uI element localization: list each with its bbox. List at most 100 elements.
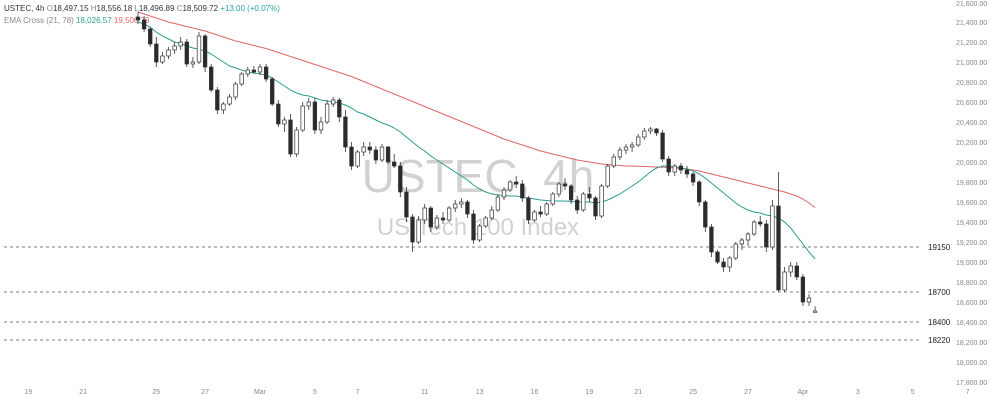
candle	[758, 216, 763, 227]
candle-body-down	[587, 193, 592, 199]
time-axis[interactable]: 19 21 25 27 Mar 5 7 11 13 16 19 21 25 27 Apr 3 5 7	[24, 389, 969, 396]
candle	[495, 194, 501, 212]
open-label: O	[46, 4, 53, 13]
candle-body-up	[300, 105, 305, 131]
candle-body-up	[751, 221, 757, 235]
candle	[623, 144, 629, 154]
close-label: C	[176, 4, 183, 13]
candle	[764, 220, 769, 252]
x-tick-label: 16	[531, 389, 539, 396]
price-axis[interactable]: 21,400.00 21,200.00 21,000.00 20,800.00 20,6…	[956, 1, 987, 387]
candle-body-down	[392, 161, 397, 167]
candle	[678, 163, 684, 174]
candle-body-down	[715, 251, 720, 263]
y-tick-label: 17,800.00	[956, 380, 987, 387]
candle	[544, 202, 549, 216]
candle-body-down	[373, 149, 379, 161]
candle	[148, 27, 153, 47]
candle	[507, 180, 513, 192]
candle-body-up	[739, 239, 745, 245]
candle-body-up	[544, 203, 549, 215]
candle	[538, 206, 543, 217]
x-tick-label: 27	[744, 389, 752, 396]
level-label-18400: 18400	[928, 318, 951, 327]
candle-body-down	[215, 89, 220, 111]
candle	[776, 172, 781, 292]
candle-body-up	[324, 103, 330, 123]
candle	[465, 200, 470, 218]
candle	[245, 67, 250, 77]
low-label: L	[134, 4, 139, 13]
candle	[422, 204, 427, 224]
candle-body-down	[148, 28, 153, 45]
candle-body-down	[678, 165, 684, 171]
candle	[501, 187, 507, 200]
candle-body-up	[190, 61, 196, 65]
candle-body-down	[410, 216, 415, 243]
y-tick-label: 21,200.00	[956, 40, 987, 47]
candle-body-down	[270, 78, 275, 105]
candle-body-down	[404, 191, 409, 218]
y-tick-label: 19,600.00	[956, 200, 987, 207]
candle-body-down	[349, 146, 354, 167]
candle	[166, 47, 171, 59]
candle-body-up	[495, 196, 501, 211]
candle	[782, 267, 787, 292]
y-tick-label: 20,200.00	[956, 140, 987, 147]
candle-body-up	[806, 297, 812, 303]
candle	[812, 306, 818, 313]
candle	[251, 66, 257, 74]
candle-body-up	[239, 73, 244, 85]
candle	[477, 224, 482, 242]
candle-body-down	[367, 146, 372, 151]
close-value: 18,509.72	[182, 4, 219, 13]
candle-body-down	[703, 201, 708, 228]
x-tick-label: 7	[356, 389, 360, 396]
y-tick-label: 18,800.00	[956, 280, 987, 287]
candle	[373, 146, 379, 164]
candle	[306, 98, 311, 110]
candle-body-down	[690, 173, 696, 183]
candle	[196, 32, 202, 64]
high-value: 18,556.18	[96, 4, 133, 13]
candle-body-up	[782, 271, 787, 291]
candle	[178, 37, 183, 50]
candle	[154, 37, 159, 67]
candle-body-up	[507, 181, 513, 191]
candle	[270, 77, 275, 106]
candle	[446, 206, 452, 222]
candle-body-down	[794, 265, 799, 278]
candle-body-up	[623, 146, 629, 151]
candle	[300, 102, 305, 132]
candle	[160, 52, 165, 64]
y-tick-label: 20,800.00	[956, 80, 987, 87]
candle-body-up	[257, 66, 263, 73]
candle-body-up	[221, 103, 226, 111]
candle	[581, 192, 586, 212]
candles	[135, 12, 818, 313]
ema-indicator-name: EMA Cross (21, 78)	[4, 16, 74, 25]
open-value: 18,497.15	[52, 4, 89, 13]
candle-body-down	[776, 205, 781, 291]
candle-body-up	[245, 69, 250, 75]
candle	[727, 256, 732, 272]
symbol-label: USTEC, 4h	[4, 4, 45, 13]
x-tick-label: 25	[689, 389, 697, 396]
candle-body-up	[629, 144, 635, 148]
ema-short-line-group	[137, 21, 816, 260]
candle	[733, 242, 738, 260]
candle-body-down	[575, 199, 580, 211]
candle	[556, 182, 562, 197]
candle	[751, 220, 757, 236]
level-label-18700: 18700	[928, 288, 951, 297]
ema-row: EMA Cross (21, 78) 18,026.57 19,506.79	[4, 15, 280, 27]
candle	[282, 117, 287, 132]
candle-body-up	[379, 146, 385, 161]
candle-body-down	[440, 217, 446, 221]
y-tick-label: 21,600.00	[956, 1, 987, 8]
candle-body-down	[337, 99, 342, 118]
candle-body-down	[184, 41, 189, 65]
candle-body-down	[764, 223, 769, 248]
y-tick-label: 18,000.00	[956, 360, 987, 367]
